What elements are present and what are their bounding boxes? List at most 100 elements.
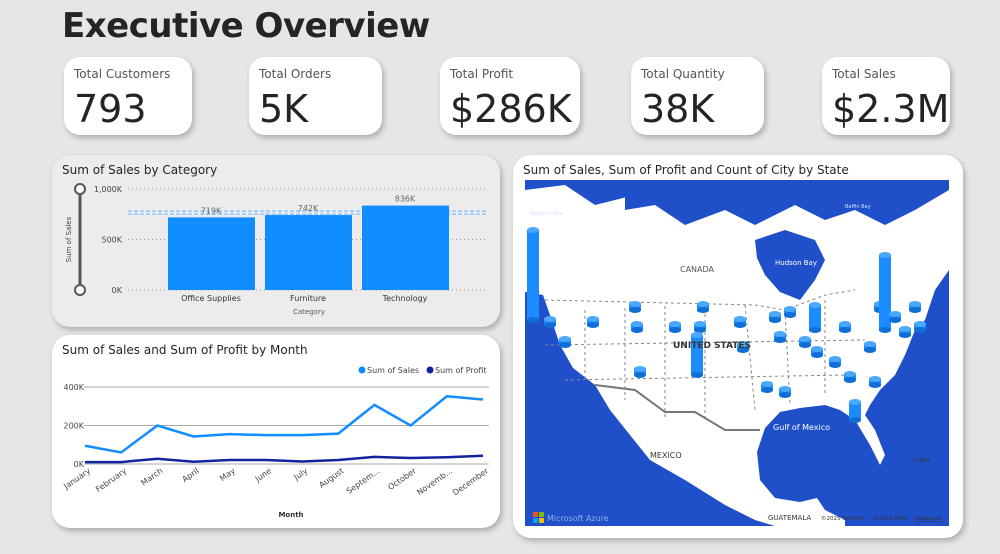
guatemala-label: GUATEMALA: [768, 514, 811, 522]
city-column-top: [629, 301, 641, 307]
city-column-top: [694, 321, 706, 327]
x-tick-label: December: [451, 466, 491, 498]
beaufort-sea-label: Beaufort Sea: [530, 211, 562, 217]
y-tick-label: 0K: [112, 286, 123, 295]
city-column-base: [737, 347, 749, 353]
kpi-label: Total Profit: [450, 67, 514, 81]
city-column-base: [811, 352, 823, 358]
city-column-base: [844, 377, 856, 383]
city-column-top: [829, 356, 841, 362]
page-title: Executive Overview: [62, 6, 430, 46]
data-label: 742K: [298, 204, 319, 213]
city-column-top: [811, 346, 823, 352]
kpi-label: Total Quantity: [641, 67, 725, 81]
x-tick-label: January: [61, 466, 92, 491]
x-tick-label: April: [181, 466, 201, 484]
kpi-card: Total Orders 5K: [249, 57, 382, 135]
baffin-bay-label: Baffin Bay: [845, 204, 871, 210]
x-tick-label: March: [139, 466, 164, 487]
city-column-base: [774, 337, 786, 343]
kpi-value: 5K: [259, 87, 309, 131]
feedback-link[interactable]: Feedback: [915, 516, 942, 522]
city-column: [691, 335, 703, 375]
city-column-base: [559, 342, 571, 348]
city-column-top: [879, 252, 891, 258]
range-slider-handle-bottom[interactable]: [74, 284, 86, 296]
kpi-card: Total Sales $2.3M: [822, 57, 950, 135]
x-tick-label: Office Supplies: [181, 294, 241, 303]
map-panel: Sum of Sales, Sum of Profit and Count of…: [513, 155, 963, 538]
series-line: [84, 394, 484, 454]
x-axis-title: Month: [278, 511, 303, 519]
y-axis-title: Sum of Sales: [65, 216, 73, 262]
tomtom-credit: ©2025 TomTom: [821, 515, 865, 522]
city-column-top: [784, 306, 796, 312]
city-column-top: [769, 311, 781, 317]
x-tick-label: June: [253, 466, 273, 484]
city-column-top: [544, 316, 556, 322]
city-column-base: [809, 327, 821, 333]
city-column-top: [559, 336, 571, 342]
city-column-base: [527, 317, 539, 323]
city-column: [879, 255, 891, 330]
legend-marker: [426, 366, 434, 374]
azure-brand: Microsoft Azure: [547, 514, 609, 523]
city-column-base: [629, 307, 641, 313]
hudson-bay-label: Hudson Bay: [775, 259, 817, 267]
hudson-bay: [755, 230, 825, 300]
city-column-top: [914, 321, 926, 327]
city-column-top: [844, 371, 856, 377]
city-column-base: [889, 317, 901, 323]
north-america-land: [525, 185, 949, 526]
mexico-label: MEXICO: [650, 451, 682, 460]
x-tick-label: July: [291, 466, 309, 482]
city-column-base: [909, 307, 921, 313]
cuba-label: CUBA: [913, 457, 931, 464]
city-column-top: [799, 336, 811, 342]
city-column-top: [587, 316, 599, 322]
city-column-top: [737, 341, 749, 347]
x-tick-label: Novemb...: [415, 466, 454, 497]
range-slider-handle-top[interactable]: [74, 183, 86, 195]
city-column-base: [761, 387, 773, 393]
city-column-top: [631, 321, 643, 327]
city-column-top: [864, 341, 876, 347]
map[interactable]: Beaufort Sea Baffin Bay Hudson Bay CANAD…: [525, 180, 949, 526]
legend-label: Sum of Profit: [435, 366, 487, 375]
city-column-top: [889, 311, 901, 317]
microsoft-logo-icon: [533, 512, 544, 523]
x-axis-title: Category: [293, 308, 325, 316]
city-column-top: [869, 376, 881, 382]
city-column-base: [691, 372, 703, 378]
arctic-waters: [625, 180, 949, 225]
city-column-base: [914, 327, 926, 333]
city-column-base: [849, 417, 861, 423]
y-tick-label: 400K: [63, 383, 84, 392]
city-column-top: [774, 331, 786, 337]
united-states-label: UNITED STATES: [673, 341, 751, 351]
x-tick-label: Furniture: [290, 294, 326, 303]
city-column-top: [909, 301, 921, 307]
y-tick-label: 200K: [63, 422, 84, 431]
line-chart-title: Sum of Sales and Sum of Profit by Month: [62, 343, 308, 357]
city-column-base: [544, 322, 556, 328]
y-tick-label: 500K: [101, 236, 122, 245]
city-column-top: [809, 302, 821, 308]
city-column-top: [691, 332, 703, 338]
data-label: 836K: [395, 195, 416, 204]
x-tick-label: Technology: [382, 294, 428, 303]
us-mexico-border: [594, 384, 760, 431]
bar-chart-title: Sum of Sales by Category: [62, 163, 218, 177]
city-column-base: [734, 322, 746, 328]
city-column-base: [839, 327, 851, 333]
city-column-base: [799, 342, 811, 348]
city-column-base: [779, 392, 791, 398]
kpi-label: Total Customers: [74, 67, 171, 81]
city-column: [809, 305, 821, 330]
series-line: [85, 454, 484, 464]
line-chart: 0K 200K 400K Sum of Sales Sum of Profit Janua…: [61, 366, 491, 519]
bar: [168, 217, 255, 290]
bar: [265, 215, 352, 290]
kpi-label: Total Orders: [259, 67, 332, 81]
city-column-base: [634, 372, 646, 378]
